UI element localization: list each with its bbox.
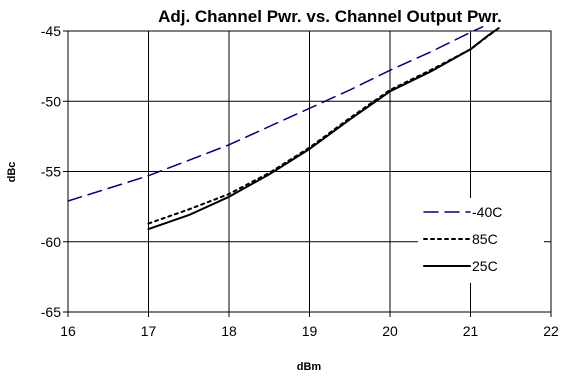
y-tick-label: -50 bbox=[41, 93, 61, 109]
x-tick-label: 17 bbox=[141, 323, 157, 339]
legend-label-2: 25C bbox=[472, 258, 498, 274]
x-tick-label: 18 bbox=[221, 323, 237, 339]
x-axis-label: dBm bbox=[297, 361, 322, 373]
legend-label-1: 85C bbox=[472, 231, 498, 247]
series-line-1 bbox=[147, 30, 496, 225]
legend: -40C 85C 25C bbox=[418, 198, 544, 283]
series-line-2 bbox=[147, 27, 500, 231]
y-tick-label: -55 bbox=[41, 164, 61, 180]
chart-title: Adj. Channel Pwr. vs. Channel Output Pwr… bbox=[158, 7, 502, 26]
x-tick-label: 21 bbox=[463, 323, 479, 339]
x-tick-label: 19 bbox=[302, 323, 318, 339]
legend-box bbox=[418, 198, 544, 283]
series-line-0 bbox=[67, 26, 484, 202]
series-lines bbox=[67, 26, 500, 231]
x-tick-label: 22 bbox=[543, 323, 559, 339]
y-tick-label: -65 bbox=[41, 304, 61, 320]
y-tick-label: -60 bbox=[41, 234, 61, 250]
x-tick-label: 16 bbox=[60, 323, 76, 339]
x-tick-label: 20 bbox=[382, 323, 398, 339]
ticks: 16 17 18 19 20 21 22 -45 -50 -55 -60 -65 bbox=[41, 23, 559, 339]
y-tick-label: -45 bbox=[41, 23, 61, 39]
legend-label-0: -40C bbox=[472, 204, 502, 220]
y-axis-label: dBc bbox=[6, 162, 18, 183]
